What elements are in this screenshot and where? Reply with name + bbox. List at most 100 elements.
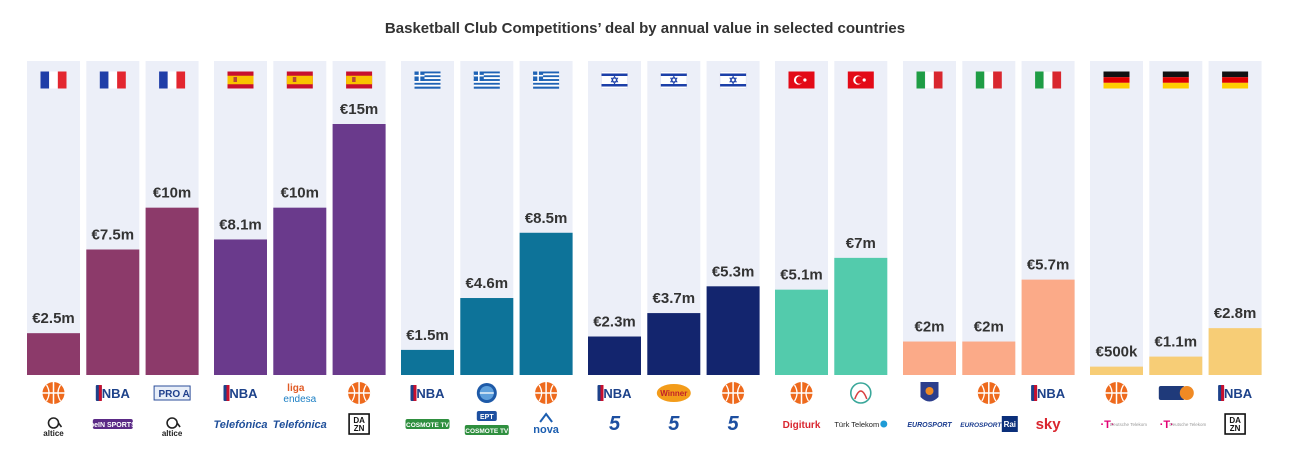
nba-logo-text: NBA — [102, 386, 131, 401]
bar-background — [1208, 61, 1262, 375]
eurosport-logo: EUROSPORT — [907, 422, 952, 429]
euroleague-logo — [790, 382, 813, 404]
nba-logo: NBA — [1218, 385, 1253, 401]
deutsche-telekom-logo: ·T·Deutsche Telekom — [1160, 419, 1207, 431]
flag-spain-icon — [227, 71, 254, 89]
flag-spain-icon — [346, 71, 373, 89]
bar-value-label: €8.1m — [219, 216, 262, 233]
country-group-germany: €500k·T·Deutsche Telekom€1.1m·T·Deutsche… — [1090, 61, 1262, 435]
bar[interactable] — [401, 349, 454, 375]
bar[interactable] — [519, 232, 573, 375]
digiturk-logo-text: Digiturk — [783, 420, 821, 431]
nba-logo: NBA — [1031, 385, 1066, 401]
bar-value-label: €5.1m — [780, 267, 823, 284]
deutsche-telekom-logo-text: Deutsche Telekom — [1169, 422, 1206, 427]
bar-value-label: €7.5m — [92, 227, 135, 244]
nova-logo-text: nova — [533, 424, 560, 436]
bar[interactable] — [86, 249, 140, 376]
flag-turkey-icon — [847, 71, 874, 89]
flag-greece-icon — [414, 71, 441, 89]
bar[interactable] — [706, 286, 760, 375]
bar[interactable] — [273, 207, 327, 375]
flag-france-icon — [159, 71, 186, 89]
nba-logo: NBA — [95, 385, 131, 401]
bar-value-label: €2.8m — [1214, 305, 1257, 322]
bar[interactable] — [1208, 328, 1262, 375]
nba-logo-text: NBA — [1224, 386, 1253, 401]
ert-cosmote-logo: EPT COSMOTE TV — [464, 411, 509, 435]
flag-germany-icon — [1103, 71, 1130, 89]
flag-israel-icon — [660, 71, 688, 89]
turkish-league-logo — [849, 382, 872, 404]
bar-value-label: €2.5m — [32, 310, 75, 327]
bar[interactable] — [332, 124, 386, 375]
bar-value-label: €1.5m — [406, 327, 449, 344]
bar[interactable] — [145, 207, 199, 375]
bar[interactable] — [1090, 366, 1143, 375]
flag-germany-icon — [1162, 71, 1189, 89]
rai-logo-text: Rai — [1004, 420, 1016, 429]
bar[interactable] — [834, 257, 888, 375]
dazn-logo-text: ZN — [1230, 424, 1241, 433]
bar-value-label: €5.3m — [712, 263, 755, 280]
bar[interactable] — [647, 313, 701, 375]
bar[interactable] — [1021, 279, 1075, 375]
dazn-logo-text: DA — [1229, 416, 1241, 425]
pro-a-logo-text: PRO A — [158, 389, 189, 400]
bar[interactable] — [903, 341, 956, 375]
winner-logo-text: Winner — [660, 389, 687, 398]
country-group-france: €2.5m altice €7.5m NBA beIN SPORTS €10m PRO A a… — [27, 61, 199, 438]
nba-logo-text: NBA — [1037, 386, 1066, 401]
deutsche-telekom-logo-text: Deutsche Telekom — [1110, 422, 1147, 427]
flag-israel-icon — [719, 71, 747, 89]
telefonica-logo: Telefónica — [214, 419, 268, 431]
flag-italy-icon — [916, 71, 943, 89]
bar-value-label: €15m — [340, 101, 378, 118]
greek-league-logo — [476, 383, 497, 403]
dazn-logo-text: ZN — [354, 424, 365, 433]
bar-value-label: €2m — [914, 319, 944, 336]
altice-logo-text: altice — [162, 429, 183, 438]
bar-value-label: €10m — [153, 185, 191, 202]
telekom-t-icon: ·T· — [1160, 419, 1174, 431]
bar-value-label: €500k — [1096, 344, 1138, 361]
nba-logo: NBA — [223, 385, 258, 401]
flag-germany-icon — [1222, 71, 1249, 89]
sport5-logo-text: 5 — [728, 413, 740, 435]
bar-value-label: €1.1m — [1155, 334, 1198, 351]
bar-value-label: €3.7m — [653, 290, 696, 307]
endesa-logo-text: endesa — [283, 394, 316, 405]
bar[interactable] — [775, 289, 828, 375]
bar[interactable] — [27, 333, 80, 375]
bar[interactable] — [962, 341, 1016, 375]
eurosport-logo-text: EUROSPORT — [960, 422, 1002, 429]
euroleague-logo — [722, 382, 745, 404]
easycredit-bbl-logo — [1158, 386, 1194, 400]
bar-background — [1149, 61, 1203, 375]
nba-logo: NBA — [410, 385, 445, 401]
flag-spain-icon — [286, 71, 313, 89]
winner-league-logo: Winner — [656, 384, 691, 402]
turk-telekom-logo-text: Türk Telekom — [834, 420, 879, 429]
country-group-israel: €2.3m NBA 5 €3.7m Winner 5 €5.3m 5 — [588, 61, 760, 435]
flag-italy-icon — [1035, 71, 1062, 89]
altice-logo: altice — [162, 417, 183, 438]
bar[interactable] — [1149, 356, 1203, 375]
bar-background — [903, 61, 956, 375]
sport5-logo-text: 5 — [668, 413, 680, 435]
bein-sports-logo: beIN SPORTS — [90, 419, 136, 429]
bar[interactable] — [460, 298, 514, 375]
nba-logo-text: NBA — [603, 386, 632, 401]
altice-logo-text: altice — [43, 429, 64, 438]
bar[interactable] — [588, 336, 641, 375]
bar-background — [27, 61, 80, 375]
bar[interactable] — [214, 239, 267, 375]
bar-background — [1090, 61, 1143, 375]
euroleague-logo — [348, 382, 371, 404]
telekom-t-icon: ·T· — [1100, 419, 1114, 431]
altice-logo: altice — [43, 417, 64, 438]
nba-logo-text: NBA — [416, 386, 445, 401]
